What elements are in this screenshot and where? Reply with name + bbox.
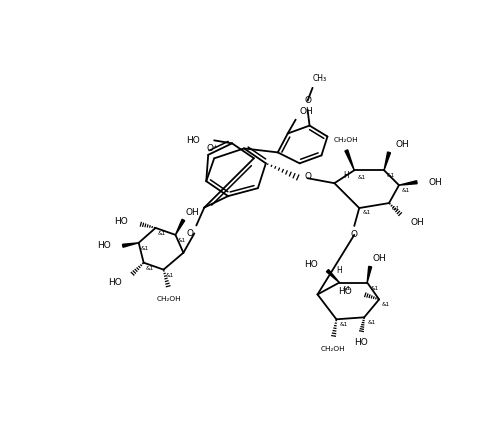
Text: &1: &1 (158, 231, 166, 236)
Text: O: O (187, 229, 193, 238)
Text: &1: &1 (370, 286, 378, 291)
Text: &1: &1 (146, 266, 154, 271)
Text: O: O (304, 172, 312, 181)
Polygon shape (123, 243, 139, 247)
Text: &1: &1 (141, 246, 149, 251)
Text: H: H (343, 171, 349, 180)
Text: &1: &1 (362, 210, 371, 215)
Text: &1: &1 (367, 320, 375, 325)
Text: OH: OH (396, 140, 410, 149)
Text: O⁺: O⁺ (206, 144, 218, 153)
Text: &1: &1 (339, 322, 348, 327)
Text: &1: &1 (402, 188, 410, 193)
Text: &1: &1 (342, 286, 351, 291)
Text: HO: HO (355, 337, 368, 347)
Text: OH: OH (300, 107, 313, 116)
Text: HO: HO (338, 287, 352, 296)
Text: O: O (304, 96, 311, 105)
Text: OH: OH (372, 254, 386, 263)
Text: H: H (337, 266, 342, 275)
Text: &1: &1 (166, 273, 174, 278)
Text: &1: &1 (387, 173, 395, 178)
Polygon shape (345, 150, 354, 170)
Text: OH: OH (411, 218, 425, 227)
Text: &1: &1 (392, 206, 400, 210)
Text: HO: HO (108, 278, 122, 287)
Text: &1: &1 (382, 302, 391, 307)
Text: CH₂OH: CH₂OH (156, 296, 181, 303)
Text: O: O (351, 230, 358, 239)
Polygon shape (326, 269, 339, 283)
Text: HO: HO (187, 136, 200, 145)
Polygon shape (367, 266, 372, 283)
Text: OH: OH (429, 178, 443, 187)
Text: HO: HO (97, 241, 111, 250)
Text: &1: &1 (357, 175, 366, 180)
Polygon shape (175, 219, 185, 235)
Text: HO: HO (304, 260, 318, 269)
Polygon shape (399, 181, 417, 185)
Polygon shape (384, 152, 391, 170)
Text: CH₂OH: CH₂OH (321, 346, 346, 352)
Text: &1: &1 (177, 238, 186, 244)
Text: HO: HO (114, 218, 128, 227)
Text: OH: OH (186, 207, 199, 216)
Text: CH₂OH: CH₂OH (334, 137, 358, 144)
Text: CH₃: CH₃ (313, 74, 327, 83)
